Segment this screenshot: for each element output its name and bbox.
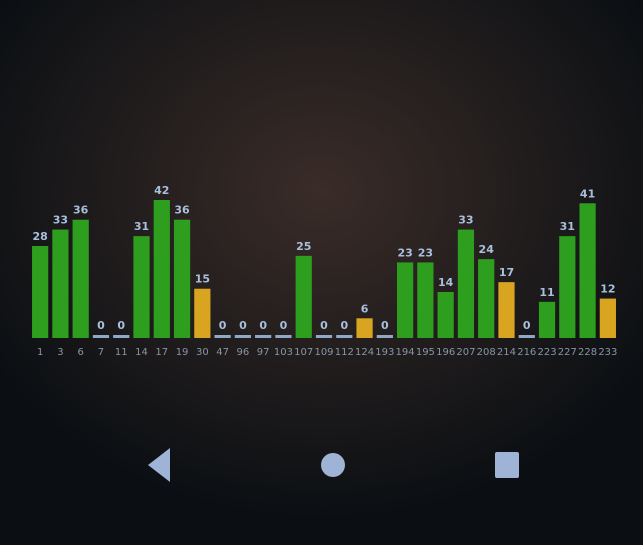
value-label: 0 <box>523 319 531 332</box>
bar <box>153 200 170 338</box>
bar <box>538 301 556 338</box>
bar <box>194 288 211 338</box>
value-label: 11 <box>539 286 554 299</box>
x-tick-label: 233 <box>598 347 617 358</box>
x-tick-label: 214 <box>497 347 516 358</box>
bar <box>478 259 495 338</box>
value-label: 0 <box>117 319 125 332</box>
x-tick-label: 1 <box>37 347 43 358</box>
value-label: 17 <box>499 266 514 279</box>
bar <box>52 229 69 338</box>
x-tick-label: 103 <box>274 347 293 358</box>
bar <box>599 298 616 338</box>
bar <box>255 335 272 338</box>
x-tick-label: 17 <box>155 347 168 358</box>
value-label: 24 <box>479 243 495 256</box>
value-label: 33 <box>53 214 68 227</box>
bar <box>559 236 576 338</box>
value-label: 42 <box>154 184 169 197</box>
bar <box>315 335 333 338</box>
value-label: 12 <box>600 283 615 296</box>
bar <box>32 246 49 338</box>
value-label: 28 <box>32 230 47 243</box>
bar <box>173 219 191 338</box>
x-tick-label: 6 <box>78 347 84 358</box>
value-label: 0 <box>259 319 267 332</box>
value-label: 0 <box>97 319 105 332</box>
x-tick-label: 196 <box>436 347 455 358</box>
x-tick-label: 227 <box>558 347 577 358</box>
x-tick-label: 47 <box>216 347 229 358</box>
back-button[interactable] <box>148 448 170 482</box>
x-tick-label: 19 <box>176 347 189 358</box>
x-tick-label: 112 <box>335 347 354 358</box>
bar <box>113 335 130 338</box>
value-label: 23 <box>397 246 412 259</box>
x-tick-label: 193 <box>375 347 394 358</box>
x-tick-label: 96 <box>237 347 250 358</box>
value-label: 36 <box>73 204 89 217</box>
value-label: 31 <box>560 220 575 233</box>
value-label: 41 <box>580 187 595 200</box>
value-label: 0 <box>320 319 328 332</box>
bar <box>275 335 292 338</box>
x-tick-label: 216 <box>517 347 536 358</box>
value-label: 25 <box>296 240 311 253</box>
value-label: 31 <box>134 220 149 233</box>
value-label: 0 <box>280 319 288 332</box>
recents-button[interactable] <box>495 452 519 478</box>
bar <box>396 262 414 338</box>
chart: 2813333660701131144217361915300470960970… <box>32 184 617 358</box>
bar <box>579 203 596 338</box>
value-label: 23 <box>418 246 433 259</box>
x-tick-label: 228 <box>578 347 597 358</box>
x-tick-label: 109 <box>314 347 333 358</box>
x-tick-label: 107 <box>294 347 313 358</box>
x-tick-label: 11 <box>115 347 128 358</box>
bar <box>92 335 110 338</box>
bar <box>356 318 373 338</box>
bar <box>133 236 150 338</box>
x-tick-label: 208 <box>477 347 496 358</box>
x-tick-label: 195 <box>416 347 435 358</box>
value-label: 0 <box>219 319 227 332</box>
value-label: 15 <box>195 273 210 286</box>
bar <box>498 282 515 338</box>
bar <box>437 292 454 338</box>
x-tick-label: 14 <box>135 347 148 358</box>
bar <box>72 219 89 338</box>
x-tick-label: 194 <box>396 347 415 358</box>
value-label: 6 <box>361 302 369 315</box>
bar <box>214 335 231 338</box>
value-label: 0 <box>381 319 389 332</box>
bar <box>295 255 312 338</box>
value-label: 0 <box>340 319 348 332</box>
bar <box>376 335 393 338</box>
bar <box>417 262 434 338</box>
x-tick-label: 207 <box>456 347 475 358</box>
value-label: 36 <box>174 204 190 217</box>
bar <box>518 335 535 338</box>
x-tick-label: 124 <box>355 347 374 358</box>
x-tick-label: 223 <box>537 347 556 358</box>
bar <box>234 335 252 338</box>
value-label: 0 <box>239 319 247 332</box>
x-tick-label: 30 <box>196 347 209 358</box>
x-tick-label: 7 <box>98 347 104 358</box>
bar <box>457 229 475 338</box>
value-label: 14 <box>438 276 454 289</box>
x-tick-label: 3 <box>57 347 63 358</box>
bar <box>336 335 353 338</box>
home-button[interactable] <box>321 453 345 477</box>
x-tick-label: 97 <box>257 347 270 358</box>
value-label: 33 <box>458 214 473 227</box>
